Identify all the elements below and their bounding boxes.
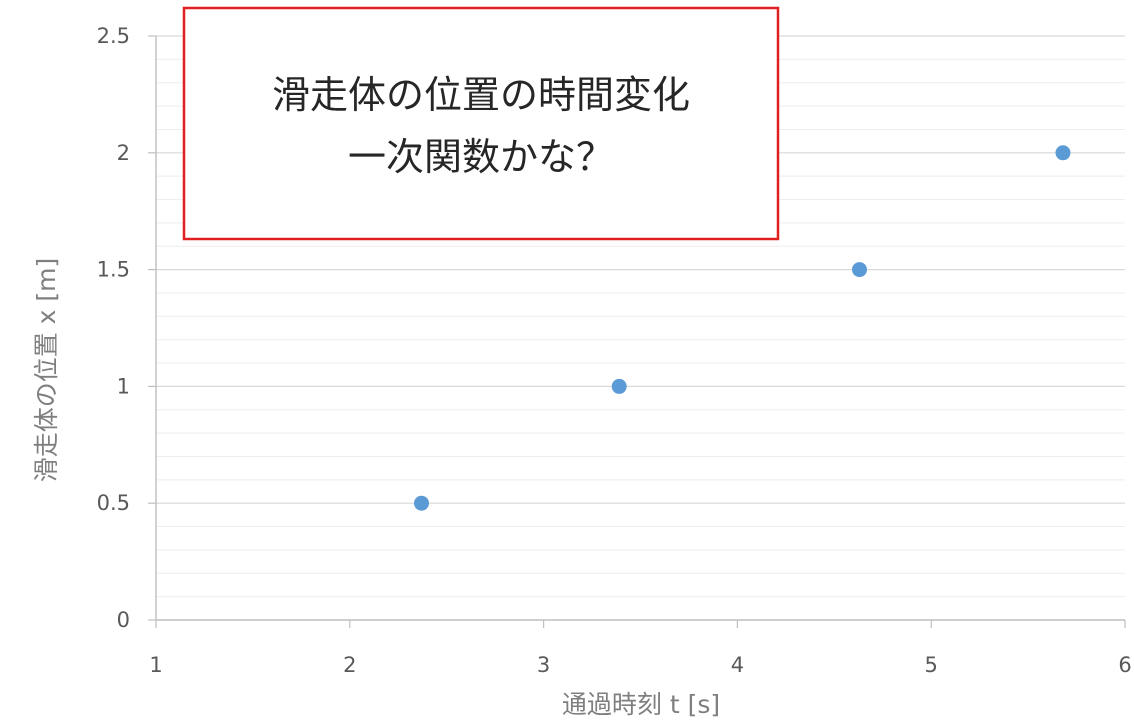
annotation-box: 滑走体の位置の時間変化 一次関数かな？ — [182, 6, 780, 241]
x-tick-label: 4 — [731, 653, 744, 677]
x-tick-labels: 1 2 3 4 5 6 — [149, 653, 1131, 677]
x-tick-label: 3 — [537, 653, 550, 677]
data-point — [851, 262, 867, 278]
y-tick-label: 2 — [117, 141, 130, 165]
data-point — [414, 495, 430, 511]
x-tick-label: 6 — [1118, 653, 1131, 677]
data-points — [414, 145, 1071, 511]
x-axis-title: 通過時刻 t [s] — [562, 690, 720, 719]
y-tick-labels: 0 0.5 1 1.5 2 2.5 — [97, 24, 130, 632]
y-tick-label: 1 — [117, 374, 130, 398]
x-tick-label: 2 — [343, 653, 356, 677]
x-tick-label: 1 — [149, 653, 162, 677]
y-tick-label: 1.5 — [97, 258, 130, 282]
x-tick-label: 5 — [925, 653, 938, 677]
data-point — [1055, 145, 1071, 161]
y-tick-label: 0 — [117, 608, 130, 632]
y-tick-label: 2.5 — [97, 24, 130, 48]
data-point — [611, 378, 627, 394]
annotation-border — [182, 6, 780, 241]
axes — [148, 35, 1126, 628]
y-tick-label: 0.5 — [97, 491, 130, 515]
annotation-line-2: 一次関数かな？ — [348, 135, 614, 179]
y-axis-title: 滑走体の位置 x [m] — [32, 258, 61, 483]
annotation-line-1: 滑走体の位置の時間変化 — [272, 73, 690, 117]
